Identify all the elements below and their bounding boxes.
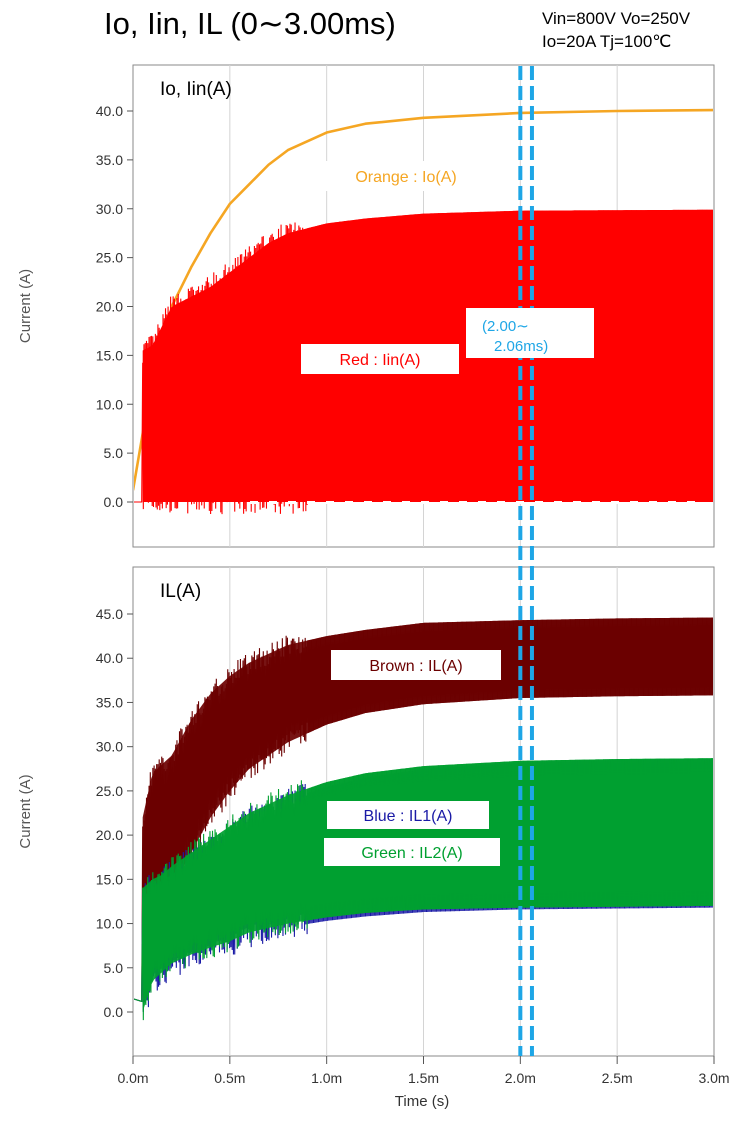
legend-red-bg — [301, 344, 459, 374]
red-baseline-gaps — [250, 501, 695, 504]
legend-orange-text: Orange : Io(A) — [355, 169, 456, 186]
window-label-bg — [466, 308, 594, 358]
baseline-gap — [402, 501, 410, 504]
y-tick-label: 35.0 — [96, 694, 123, 710]
legend-green: Green : IL2(A) — [324, 838, 500, 866]
legend-brown: Brown : IL(A) — [331, 650, 501, 680]
y-tick-label: 30.0 — [96, 201, 123, 217]
chart-main-title: Io, Iin, IL (0∼3.00ms) — [104, 6, 396, 41]
baseline-gap — [269, 501, 277, 504]
x-tick-label: 2.5m — [602, 1070, 633, 1086]
conditions-line-1: Vin=800V Vo=250V — [542, 9, 691, 28]
series-brown — [134, 617, 713, 1003]
panel-title: Io, Iin(A) — [160, 79, 232, 100]
baseline-gap — [630, 501, 638, 504]
baseline-gap — [440, 501, 448, 504]
baseline-gap — [383, 501, 391, 504]
baseline-gap — [554, 501, 562, 504]
panel-1: 0.0 5.0 10.0 15.0 20.0 25.0 30.0 35.0 40.0 Curren… — [17, 64, 715, 548]
baseline-gap — [611, 501, 619, 504]
y-tick-label: 10.0 — [96, 396, 123, 412]
legend-orange-bg — [316, 161, 496, 191]
legend-brown-text: Brown : IL(A) — [369, 658, 462, 675]
baseline-gap — [573, 501, 581, 504]
y-tick-label: 0.0 — [104, 494, 124, 510]
y-tick-label: 40.0 — [96, 103, 123, 119]
baseline-gap — [345, 501, 353, 504]
legend-brown-bg — [331, 650, 501, 680]
baseline-gap — [497, 501, 505, 504]
baseline-gap — [478, 501, 486, 504]
y-tick-label: 20.0 — [96, 827, 123, 843]
baseline-gap — [364, 501, 372, 504]
y-tick-label: 0.0 — [104, 1004, 124, 1020]
window-label-start: (2.00∼ — [482, 318, 529, 335]
y-tick-label: 5.0 — [104, 445, 124, 461]
legend-green-text: Green : IL2(A) — [361, 845, 462, 862]
x-tick-label: 1.5m — [408, 1070, 439, 1086]
baseline-gap — [592, 501, 600, 504]
conditions-line-2: Io=20A Tj=100℃ — [542, 32, 672, 51]
y-tick-label: 15.0 — [96, 871, 123, 887]
legend-blue: Blue : IL1(A) — [327, 801, 489, 829]
baseline-gap — [326, 501, 334, 504]
legend-green-bg — [324, 838, 500, 866]
x-tick-label: 2.0m — [505, 1070, 536, 1086]
y-tick-label: 25.0 — [96, 250, 123, 266]
window-label-end: 2.06ms) — [494, 338, 548, 355]
y-tick-label: 35.0 — [96, 152, 123, 168]
series-group — [134, 617, 713, 1021]
y-tick-label: 15.0 — [96, 347, 123, 363]
legend-orange: Orange : Io(A) — [316, 161, 496, 191]
y-tick-label: 10.0 — [96, 916, 123, 932]
panel-2: 0.0 5.0 10.0 15.0 20.0 25.0 30.0 35.0 40.0 45.0 Cu… — [17, 566, 715, 1057]
y-tick-label: 5.0 — [104, 960, 124, 976]
time-window-marker: (2.00∼ 2.06ms) — [466, 66, 594, 1056]
y-tick-label: 30.0 — [96, 739, 123, 755]
baseline-gap — [535, 501, 543, 504]
baseline-gap — [649, 501, 657, 504]
legend-blue-text: Blue : IL1(A) — [364, 808, 453, 825]
y-axis-label: Current (A) — [17, 774, 34, 848]
legend-red-text: Red : Iin(A) — [340, 352, 421, 369]
x-tick-label: 0.5m — [214, 1070, 245, 1086]
y-tick-label: 45.0 — [96, 606, 123, 622]
legend-red: Red : Iin(A) — [301, 344, 459, 374]
baseline-gap — [459, 501, 467, 504]
x-axis-label: Time (s) — [395, 1093, 449, 1110]
baseline-gap — [668, 501, 676, 504]
panel-title: IL(A) — [160, 581, 201, 602]
x-tick-label: 0.0m — [117, 1070, 148, 1086]
baseline-gap — [516, 501, 524, 504]
y-axis-label: Current (A) — [17, 269, 34, 343]
baseline-gap — [288, 501, 296, 504]
legend-blue-bg — [327, 801, 489, 829]
baseline-gap — [421, 501, 429, 504]
x-tick-label: 3.0m — [698, 1070, 729, 1086]
y-tick-label: 40.0 — [96, 650, 123, 666]
y-tick-label: 20.0 — [96, 299, 123, 315]
x-tick-label: 1.0m — [311, 1070, 342, 1086]
baseline-gap — [250, 501, 258, 504]
y-tick-label: 25.0 — [96, 783, 123, 799]
baseline-gap — [307, 501, 315, 504]
baseline-gap — [687, 501, 695, 504]
